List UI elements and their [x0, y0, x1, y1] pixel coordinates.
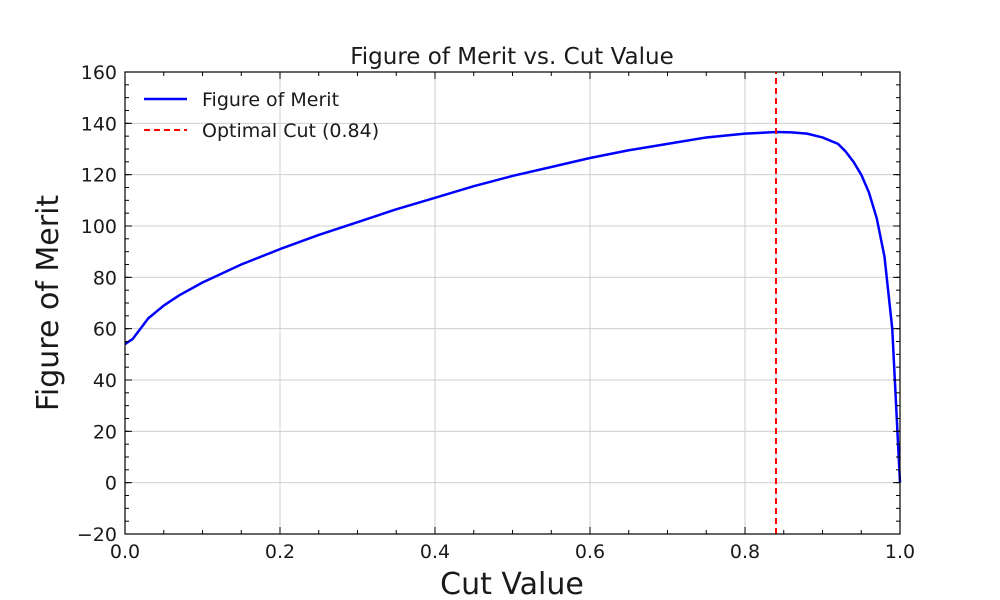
- x-tick-label: 1.0: [885, 541, 915, 563]
- x-tick-label: 0.2: [265, 541, 295, 563]
- legend: Figure of Merit Optimal Cut (0.84): [144, 89, 379, 142]
- legend-label-optimal-cut: Optimal Cut (0.84): [202, 120, 379, 142]
- y-tick-label: 60: [93, 319, 117, 341]
- y-tick-label: 80: [93, 267, 117, 289]
- series-layer: [124, 72, 902, 534]
- axis-ticks: 0.0 0.2 0.4 0.6 0.8 1.0 −20 0 20 40 60 80 100 120 140 1…: [77, 62, 915, 563]
- y-tick-label: 0: [105, 473, 117, 495]
- chart-title: Figure of Merit vs. Cut Value: [350, 44, 674, 70]
- y-tick-label: 40: [93, 370, 117, 392]
- x-tick-label: 0.8: [730, 541, 760, 563]
- series-line-figure-of-merit: [124, 130, 902, 483]
- x-tick-label: 0.0: [110, 541, 140, 563]
- legend-label-figure-of-merit: Figure of Merit: [202, 89, 339, 111]
- y-axis-title: Figure of Merit: [31, 195, 66, 412]
- y-tick-label: −20: [77, 524, 117, 546]
- y-tick-label: 20: [93, 421, 117, 443]
- x-tick-label: 0.6: [575, 541, 605, 563]
- y-tick-label: 140: [81, 113, 117, 135]
- x-tick-label: 0.4: [420, 541, 450, 563]
- y-tick-label: 160: [81, 62, 117, 84]
- y-tick-label: 120: [81, 165, 117, 187]
- y-tick-label: 100: [81, 216, 117, 238]
- x-axis-title: Cut Value: [440, 567, 584, 600]
